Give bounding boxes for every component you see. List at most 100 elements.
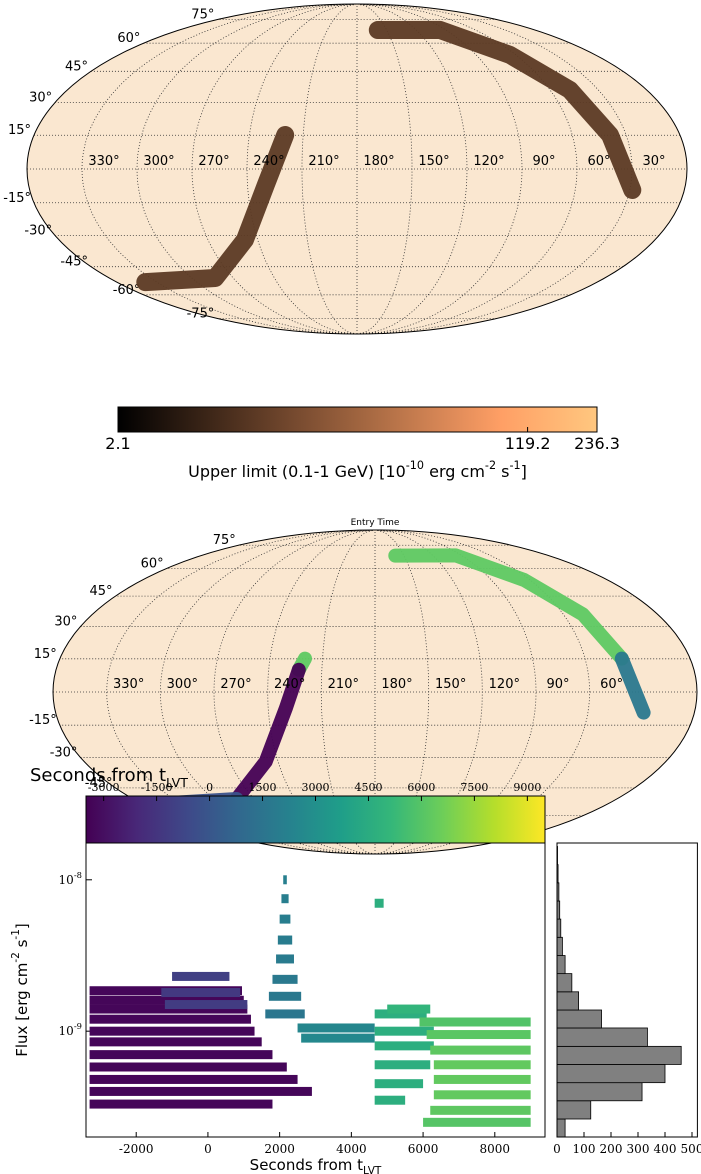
y-axis-label: Flux [erg cm-2 s-1]	[10, 923, 31, 1057]
meridian-line	[356, 3, 578, 335]
interval-bar	[161, 988, 241, 998]
lon-label: 60°	[587, 154, 610, 169]
lon-label: 180°	[381, 677, 412, 692]
x-tick-label: 200	[600, 1142, 623, 1156]
interval-bar	[89, 1014, 251, 1024]
meridian-line	[81, 3, 358, 335]
lat-label: -30°	[24, 223, 52, 238]
meridian-line	[356, 3, 413, 335]
trail	[136, 126, 295, 292]
colorbar-tick-label: 9000	[513, 781, 541, 794]
interval-bar	[423, 1117, 531, 1127]
interval-bar	[89, 1086, 312, 1096]
colorbar	[117, 406, 598, 433]
histogram-bar	[556, 918, 562, 938]
interval-bar	[374, 1026, 434, 1036]
lat-label: 60°	[117, 31, 140, 46]
sky-outline	[52, 529, 698, 855]
interval-bar	[374, 898, 384, 908]
colorbar-label: Upper limit (0.1-1 GeV) [10-10 erg cm-2 …	[188, 459, 527, 481]
interval-bar	[374, 1060, 431, 1070]
interval-bar	[374, 1041, 434, 1051]
lon-label: 330°	[88, 154, 119, 169]
colorbar-tick-label: 7500	[460, 781, 488, 794]
interval-bar	[374, 1095, 406, 1105]
colorbar	[85, 795, 546, 844]
histogram-bar	[556, 955, 566, 975]
interval-bar	[387, 1004, 431, 1014]
lat-label: 45°	[65, 59, 88, 74]
x-tick-label: 0	[204, 1142, 212, 1156]
interval-bar	[374, 1079, 424, 1089]
colorbar-tick-label: -1500	[141, 781, 173, 794]
lat-label: -45°	[60, 254, 88, 269]
meridian-line	[246, 3, 358, 335]
lat-label: 45°	[89, 584, 112, 599]
colorbar-tick-label: 1500	[249, 781, 277, 794]
interval-bar	[89, 1050, 273, 1060]
lat-label: 75°	[213, 533, 236, 548]
colorbar-tick-label: 0	[206, 781, 213, 794]
lat-label: -45°	[85, 775, 113, 790]
lat-label: 15°	[8, 123, 31, 138]
lon-label: 210°	[308, 154, 339, 169]
colorbar-title: Seconds from tLVT	[30, 765, 188, 790]
lon-label: 240°	[274, 677, 305, 692]
interval-bar	[430, 1045, 531, 1055]
x-tick-label: 300	[627, 1142, 650, 1156]
histogram-bar	[556, 1118, 566, 1138]
interval-bar	[277, 935, 293, 945]
interval-bar	[89, 1062, 287, 1072]
interval-bar	[89, 1037, 262, 1047]
colorbar-tick-label: 3000	[302, 781, 330, 794]
interval-bar	[433, 1090, 531, 1100]
interval-bar	[276, 954, 294, 964]
interval-bar	[89, 1026, 255, 1036]
interval-bar	[89, 1074, 298, 1084]
meridian-line	[159, 529, 376, 855]
lat-label: 75°	[191, 7, 214, 22]
trail	[368, 20, 642, 199]
x-tick-label: -2000	[119, 1142, 154, 1156]
interval-bar	[89, 1004, 248, 1014]
lon-label: 180°	[363, 154, 394, 169]
interval-bar	[433, 1074, 531, 1084]
interval-bar	[164, 1000, 248, 1010]
graticule	[27, 3, 687, 335]
interval-bar	[297, 1023, 375, 1033]
meridian-line	[356, 3, 633, 335]
interval-bar	[279, 914, 291, 924]
interval-bar	[301, 1033, 375, 1043]
intervals	[89, 875, 531, 1127]
histogram-bars	[556, 846, 682, 1138]
lon-label: 120°	[489, 677, 520, 692]
lat-label: -30°	[50, 745, 78, 760]
colorbar-tick-label: 2.1	[105, 434, 130, 453]
lat-label: -75°	[187, 306, 215, 321]
histogram-bar	[556, 973, 573, 993]
lon-label: 150°	[418, 154, 449, 169]
colorbar-tick-label: 236.3	[574, 434, 620, 453]
meridian-line	[374, 529, 483, 855]
axes-frame	[85, 842, 546, 1138]
histogram-bar	[556, 936, 563, 956]
lat-label: -60°	[113, 282, 141, 297]
interval-bar	[430, 1105, 531, 1115]
interval-bar	[265, 1009, 305, 1019]
lon-label: 60°	[600, 677, 623, 692]
interval-bar	[272, 974, 298, 984]
interval-bar	[268, 991, 302, 1001]
interval-bar	[283, 875, 287, 885]
interval-bar	[374, 1009, 427, 1019]
histogram-bar	[556, 1009, 602, 1029]
lon-label: 30°	[642, 154, 665, 169]
lon-label: 150°	[435, 677, 466, 692]
histogram-bar	[556, 1082, 643, 1102]
lon-label: 300°	[143, 154, 174, 169]
colorbar-tick-label: 119.2	[505, 434, 551, 453]
lon-label: 210°	[328, 677, 359, 692]
meridian-line	[301, 3, 358, 335]
lon-label: 120°	[473, 154, 504, 169]
trail	[229, 662, 306, 806]
